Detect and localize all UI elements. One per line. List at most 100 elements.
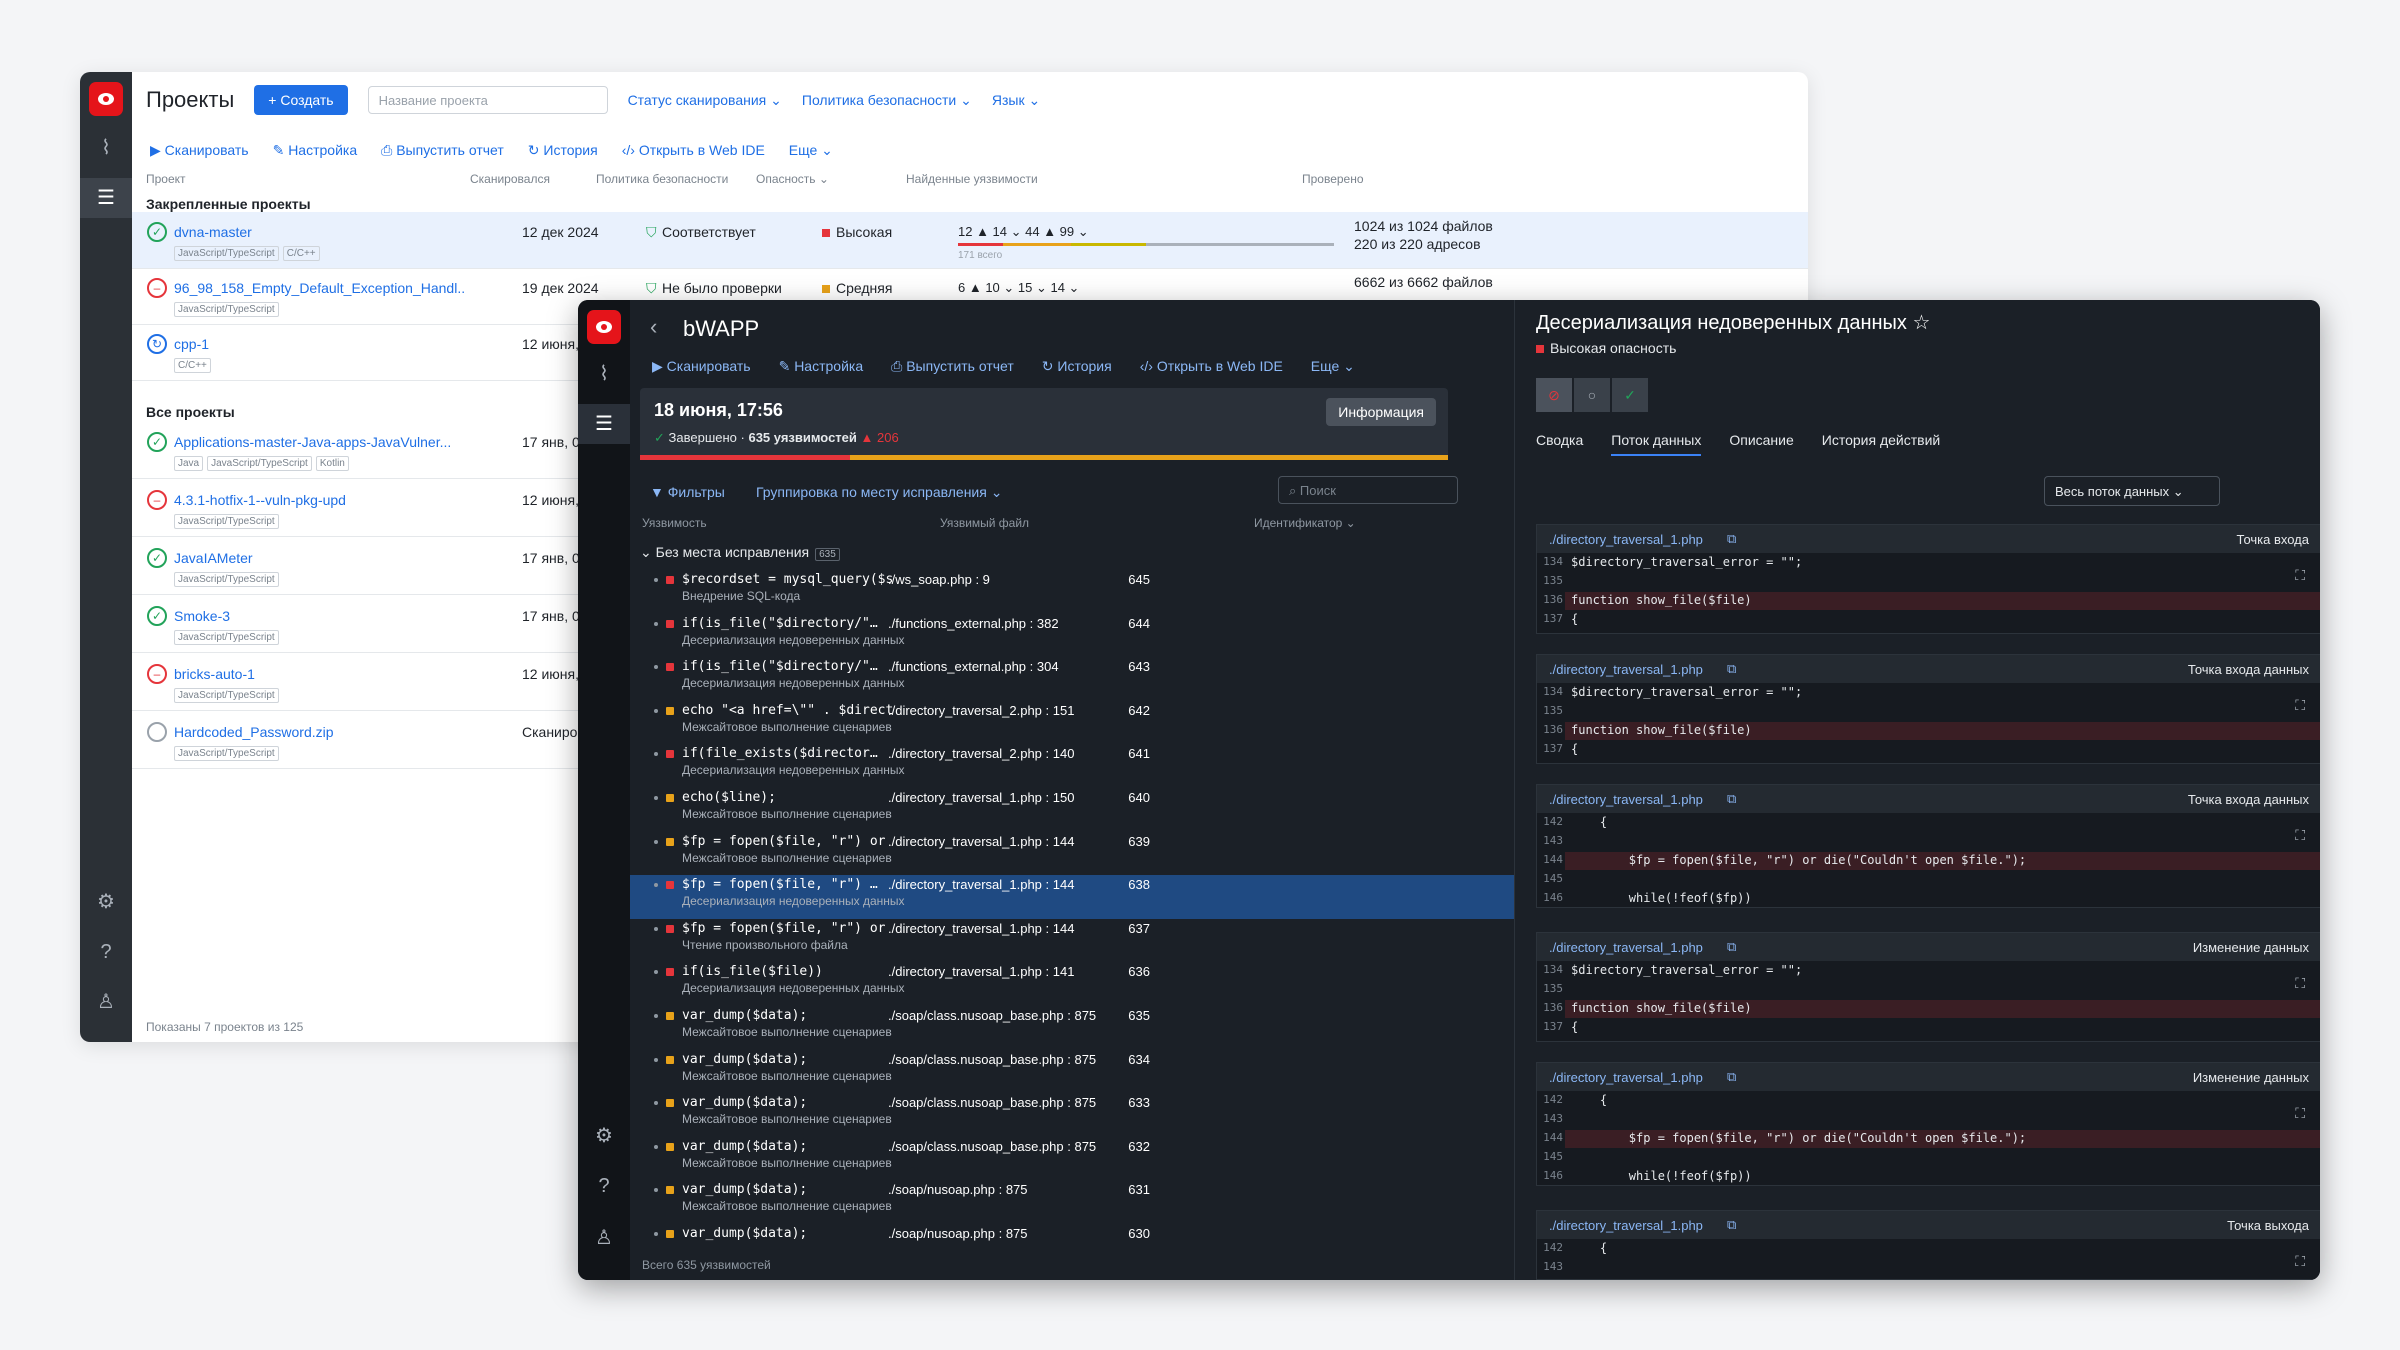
header: Проекты + Создать Название проекта Стату… [132, 72, 1808, 128]
copy-icon[interactable]: ⧉ [1727, 939, 1737, 954]
scan-button[interactable]: ▶ Сканировать [150, 141, 249, 158]
vuln-row[interactable]: if(is_file("$directory/"… Десериализация … [630, 657, 1514, 701]
project-search-input[interactable]: Название проекта [367, 86, 608, 114]
expand-icon[interactable]: ⛶ [2295, 1105, 2305, 1121]
vuln-row[interactable]: var_dump($data); Межсайтовое выполнение с… [630, 1093, 1514, 1137]
copy-icon[interactable]: ⧉ [1727, 1069, 1737, 1084]
vuln-title: Десериализация недоверенных данных ☆ [1536, 312, 1931, 334]
settings-icon[interactable]: ⚙ [595, 1125, 613, 1147]
dataflow-card: ./directory_traversal_1.php ⧉ Изменение да… [1536, 1062, 2320, 1186]
vuln-row[interactable]: $fp = fopen($file, "r") or … Чтение произ… [630, 919, 1514, 963]
flow-select[interactable]: Весь поток данных ⌄ [2044, 476, 2220, 506]
vuln-row[interactable]: echo($line); Межсайтовое выполнение сцена… [630, 788, 1514, 832]
vuln-row[interactable]: $fp = fopen($file, "r") … Десериализация … [630, 875, 1514, 919]
tab-description[interactable]: Описание [1729, 432, 1794, 448]
back-icon[interactable]: ‹ [650, 314, 658, 339]
line-number: 134 [1543, 555, 1563, 568]
project-name[interactable]: Hardcoded_Password.zip [174, 724, 334, 740]
reject-icon[interactable]: ⊘ [1536, 378, 1572, 412]
help-icon[interactable]: ? [598, 1175, 610, 1197]
vuln-row[interactable]: var_dump($data); Межсайтовое выполнение с… [630, 1050, 1514, 1094]
project-name[interactable]: bricks-auto-1 [174, 666, 255, 682]
confirm-icon[interactable]: ✓ [1612, 378, 1648, 412]
code-line: $fp = fopen($file, "r") or die("Couldn't… [1571, 1131, 2027, 1145]
project-name[interactable]: dvna-master [174, 224, 252, 240]
copy-icon[interactable]: ⧉ [1727, 1217, 1737, 1232]
vuln-row[interactable]: var_dump($data); Межсайтовое выполнение с… [630, 1137, 1514, 1181]
project-name[interactable]: Smoke-3 [174, 608, 231, 624]
settings-button[interactable]: ✎ Настройка [272, 141, 358, 158]
user-icon[interactable]: ♙ [595, 1227, 613, 1249]
more-button[interactable]: Еще ⌄ [788, 141, 833, 158]
card-file-link[interactable]: ./directory_traversal_1.php [1549, 532, 1703, 547]
history-button[interactable]: ↻ История [527, 141, 598, 158]
report-button[interactable]: ⎙ Выпустить отчет [381, 141, 504, 158]
more-button[interactable]: Еще ⌄ [1310, 358, 1355, 374]
info-button[interactable]: Информация [1326, 398, 1436, 426]
list-icon[interactable]: ☰ [80, 178, 132, 218]
expand-icon[interactable]: ⛶ [2295, 975, 2305, 991]
copy-icon[interactable]: ⧉ [1727, 531, 1737, 546]
copy-icon[interactable]: ⧉ [1727, 661, 1737, 676]
project-name[interactable]: 96_98_158_Empty_Default_Exception_Handl.… [174, 280, 464, 296]
card-file-link[interactable]: ./directory_traversal_1.php [1549, 1070, 1703, 1085]
expand-icon[interactable]: ⛶ [2295, 697, 2305, 713]
shield-icon: ⛉ [646, 224, 657, 240]
expand-icon[interactable]: ⛶ [2295, 827, 2305, 843]
vuln-row[interactable]: var_dump($data); Межсайтовое выполнение с… [630, 1006, 1514, 1050]
vuln-row[interactable]: if(is_file($file)) Десериализация недовер… [630, 962, 1514, 1006]
filter-policy[interactable]: Политика безопасности ⌄ [801, 91, 972, 108]
vuln-row[interactable]: var_dump($data); ./soap/nusoap.php : 875 6… [630, 1224, 1514, 1268]
filters-button[interactable]: ▼ Фильтры [650, 484, 725, 500]
page-title: Проекты [146, 87, 235, 112]
tab-summary[interactable]: Сводка [1536, 432, 1584, 448]
vuln-row[interactable]: $recordset = mysql_query($s… Внедрение SQ… [630, 570, 1514, 614]
chart-icon[interactable]: ⌇ [101, 137, 111, 159]
chart-icon[interactable]: ⌇ [599, 363, 609, 385]
help-icon[interactable]: ? [100, 941, 112, 963]
filter-language[interactable]: Язык ⌄ [991, 91, 1041, 108]
code-line: function show_file($file) [1571, 593, 1752, 607]
history-button[interactable]: ↻ История [1041, 358, 1112, 374]
vuln-search-input[interactable]: ⌕ Поиск [1278, 476, 1458, 504]
left-rail: ⌇ ☰ ⚙ ? ♙ [80, 72, 132, 1042]
col-severity[interactable]: Опасность ⌄ [756, 172, 829, 186]
webide-button[interactable]: ‹/› Открыть в Web IDE [621, 142, 765, 158]
vuln-row[interactable]: echo "<a href=\"" . $direct… Межсайтовое … [630, 701, 1514, 745]
settings-icon[interactable]: ⚙ [97, 891, 115, 913]
copy-icon[interactable]: ⧉ [1727, 791, 1737, 806]
project-name[interactable]: 4.3.1-hotfix-1--vuln-pkg-upd [174, 492, 346, 508]
language-tag: Kotlin [315, 456, 349, 471]
vuln-row[interactable]: if(is_file("$directory/"… Десериализация … [630, 614, 1514, 658]
vuln-row[interactable]: var_dump($data); Межсайтовое выполнение с… [630, 1180, 1514, 1224]
card-file-link[interactable]: ./directory_traversal_1.php [1549, 792, 1703, 807]
create-button[interactable]: + Создать [254, 85, 348, 115]
group-header[interactable]: ⌄ Без места исправления 635 [640, 544, 840, 561]
tab-history[interactable]: История действий [1821, 432, 1941, 448]
neutral-icon[interactable]: ○ [1574, 378, 1610, 412]
dataflow-card: ./directory_traversal_1.php ⧉ Точка входа … [1536, 784, 2320, 908]
card-file-link[interactable]: ./directory_traversal_1.php [1549, 1218, 1703, 1233]
filter-scan-status[interactable]: Статус сканирования ⌄ [627, 91, 782, 108]
settings-button[interactable]: ✎ Настройка [778, 358, 864, 374]
card-file-link[interactable]: ./directory_traversal_1.php [1549, 662, 1703, 677]
scan-button[interactable]: ▶ Сканировать [652, 358, 751, 374]
vuln-row[interactable]: if(file_exists($director… Десериализация … [630, 744, 1514, 788]
project-name[interactable]: JavaIAMeter [174, 550, 253, 566]
expand-icon[interactable]: ⛶ [2295, 1253, 2305, 1269]
logo-icon[interactable] [587, 310, 621, 344]
project-row[interactable]: ✓ dvna-master JavaScript/TypeScript C/C++ 12… [132, 212, 1808, 269]
list-icon[interactable]: ☰ [578, 404, 630, 444]
vuln-row[interactable]: $fp = fopen($file, "r") or … Межсайтовое … [630, 832, 1514, 876]
logo-icon[interactable] [89, 82, 123, 116]
card-file-link[interactable]: ./directory_traversal_1.php [1549, 940, 1703, 955]
tab-dataflow[interactable]: Поток данных [1611, 432, 1702, 456]
user-icon[interactable]: ♙ [97, 991, 115, 1013]
col-id[interactable]: Идентификатор ⌄ [1254, 516, 1356, 530]
expand-icon[interactable]: ⛶ [2295, 567, 2305, 583]
project-name[interactable]: Applications-master-Java-apps-JavaVulner… [174, 434, 452, 450]
group-select[interactable]: Группировка по месту исправления ⌄ [756, 484, 1003, 500]
project-name[interactable]: cpp-1 [174, 336, 210, 352]
report-button[interactable]: ⎙ Выпустить отчет [891, 358, 1014, 374]
webide-button[interactable]: ‹/› Открыть в Web IDE [1139, 358, 1283, 374]
